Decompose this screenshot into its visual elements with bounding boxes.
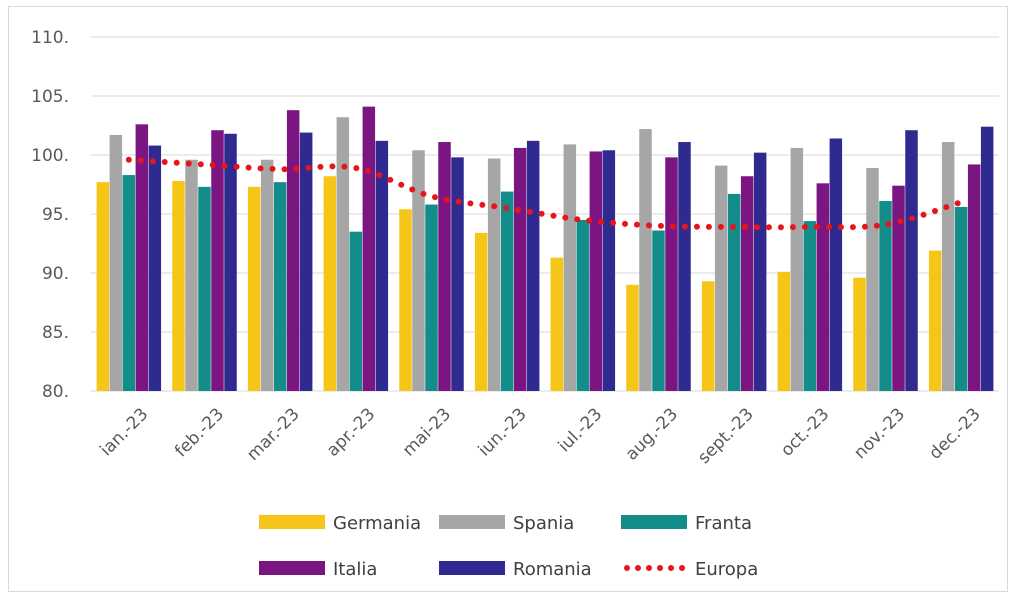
bar-romania	[224, 133, 237, 391]
bar-spania	[714, 165, 728, 391]
gridlines	[91, 36, 999, 392]
bar-italia	[740, 176, 754, 391]
bar-romania	[829, 138, 843, 391]
bar-romania	[678, 142, 691, 391]
bar-italia	[286, 110, 300, 391]
bar-franta	[727, 193, 741, 391]
line-europa	[125, 156, 965, 231]
bar-franta	[425, 204, 438, 391]
y-tick-label: 95.	[42, 205, 69, 225]
bar-spania	[639, 129, 652, 391]
x-tick-label: sept.-23	[694, 404, 758, 468]
y-axis-ticks: 80. 85. 90. 95. 100. 105. 110.	[31, 28, 69, 402]
y-tick-label: 105.	[31, 87, 69, 107]
y-tick-label: 80.	[42, 382, 69, 402]
bar-romania	[905, 130, 918, 391]
bar-italia	[513, 147, 527, 391]
bar-spania	[412, 150, 425, 391]
bar-romania	[753, 152, 767, 391]
bar-spania	[260, 159, 274, 391]
bar-germania	[323, 176, 337, 391]
bar-germania	[777, 271, 791, 391]
bar-italia	[967, 164, 981, 391]
bar-spania	[185, 159, 198, 391]
bar-spania	[790, 147, 804, 391]
bar-spania	[563, 144, 577, 391]
x-axis-ticks: ian.-23 feb.-23 mar.-23 apr.-23 mai-23 iun.-2…	[96, 404, 984, 468]
legend-swatch-franta	[621, 515, 687, 529]
legend-swatch-italia	[259, 561, 325, 575]
bars	[96, 106, 994, 392]
bar-romania	[526, 140, 540, 391]
x-tick-label: aug.-23	[622, 404, 682, 464]
legend-label-germania: Germania	[333, 513, 421, 534]
bar-franta	[954, 206, 968, 391]
bar-germania	[853, 277, 866, 391]
bar-italia	[816, 183, 830, 391]
bar-italia	[665, 157, 678, 391]
bar-romania	[451, 157, 464, 391]
bar-germania	[96, 182, 110, 391]
x-tick-label: oct.-23	[777, 404, 833, 460]
y-tick-label: 90.	[42, 264, 69, 284]
bar-italia	[589, 151, 603, 391]
bar-spania	[866, 167, 879, 391]
legend-label-franta: Franta	[695, 513, 752, 534]
chart-svg: 80. 85. 90. 95. 100. 105. 110. ian.-23 feb.-23 m…	[31, 28, 999, 580]
bar-italia	[362, 106, 376, 392]
legend-swatch-germania	[259, 515, 325, 529]
legend-swatch-spania	[439, 515, 505, 529]
bar-franta	[652, 230, 665, 391]
x-tick-label: iun.-23	[475, 404, 531, 460]
bar-franta	[500, 191, 514, 391]
legend-label-spania: Spania	[513, 513, 574, 534]
bar-franta	[273, 182, 287, 391]
x-tick-label: apr.-23	[323, 404, 379, 460]
bar-germania	[247, 186, 261, 391]
bar-spania	[487, 158, 501, 391]
bar-romania	[375, 140, 389, 391]
bar-germania	[928, 250, 942, 391]
bar-franta	[576, 219, 590, 391]
europa-line	[125, 156, 965, 231]
bar-franta	[879, 201, 892, 391]
bar-germania	[474, 232, 488, 391]
legend-label-italia: Italia	[333, 559, 377, 580]
bar-italia	[438, 142, 451, 391]
bar-germania	[550, 257, 564, 391]
bar-italia	[892, 185, 905, 391]
bar-italia	[211, 130, 224, 391]
legend: Germania Spania Franta Italia Romania Europa	[259, 513, 758, 580]
x-tick-label: feb.-23	[171, 404, 228, 461]
x-tick-label: mai-23	[399, 404, 455, 460]
bar-germania	[626, 284, 639, 391]
bar-franta	[349, 231, 363, 391]
bar-germania	[172, 180, 185, 391]
bar-spania	[941, 142, 955, 391]
x-tick-label: mar.-23	[243, 404, 304, 465]
bar-spania	[336, 117, 350, 392]
y-tick-label: 100.	[31, 146, 69, 166]
bar-romania	[299, 132, 313, 391]
bar-germania	[399, 209, 412, 391]
bar-italia	[135, 124, 149, 391]
bar-franta	[198, 186, 211, 391]
x-tick-label: ian.-23	[96, 404, 152, 460]
bar-romania	[602, 150, 616, 391]
bar-spania	[109, 134, 123, 391]
legend-swatch-romania	[439, 561, 505, 575]
bar-franta	[122, 175, 136, 391]
bar-romania	[980, 126, 994, 392]
chart-container: 80. 85. 90. 95. 100. 105. 110. ian.-23 feb.-23 m…	[8, 6, 1008, 592]
y-tick-label: 85.	[42, 323, 69, 343]
bar-romania	[148, 145, 162, 391]
y-tick-label: 110.	[31, 28, 69, 48]
bar-germania	[701, 281, 715, 391]
legend-label-romania: Romania	[513, 559, 592, 580]
x-tick-label: dec.-23	[925, 404, 984, 463]
legend-label-europa: Europa	[695, 559, 758, 580]
x-tick-label: iul.-23	[554, 404, 606, 456]
x-tick-label: nov.-23	[850, 404, 909, 463]
bar-franta	[803, 221, 817, 391]
